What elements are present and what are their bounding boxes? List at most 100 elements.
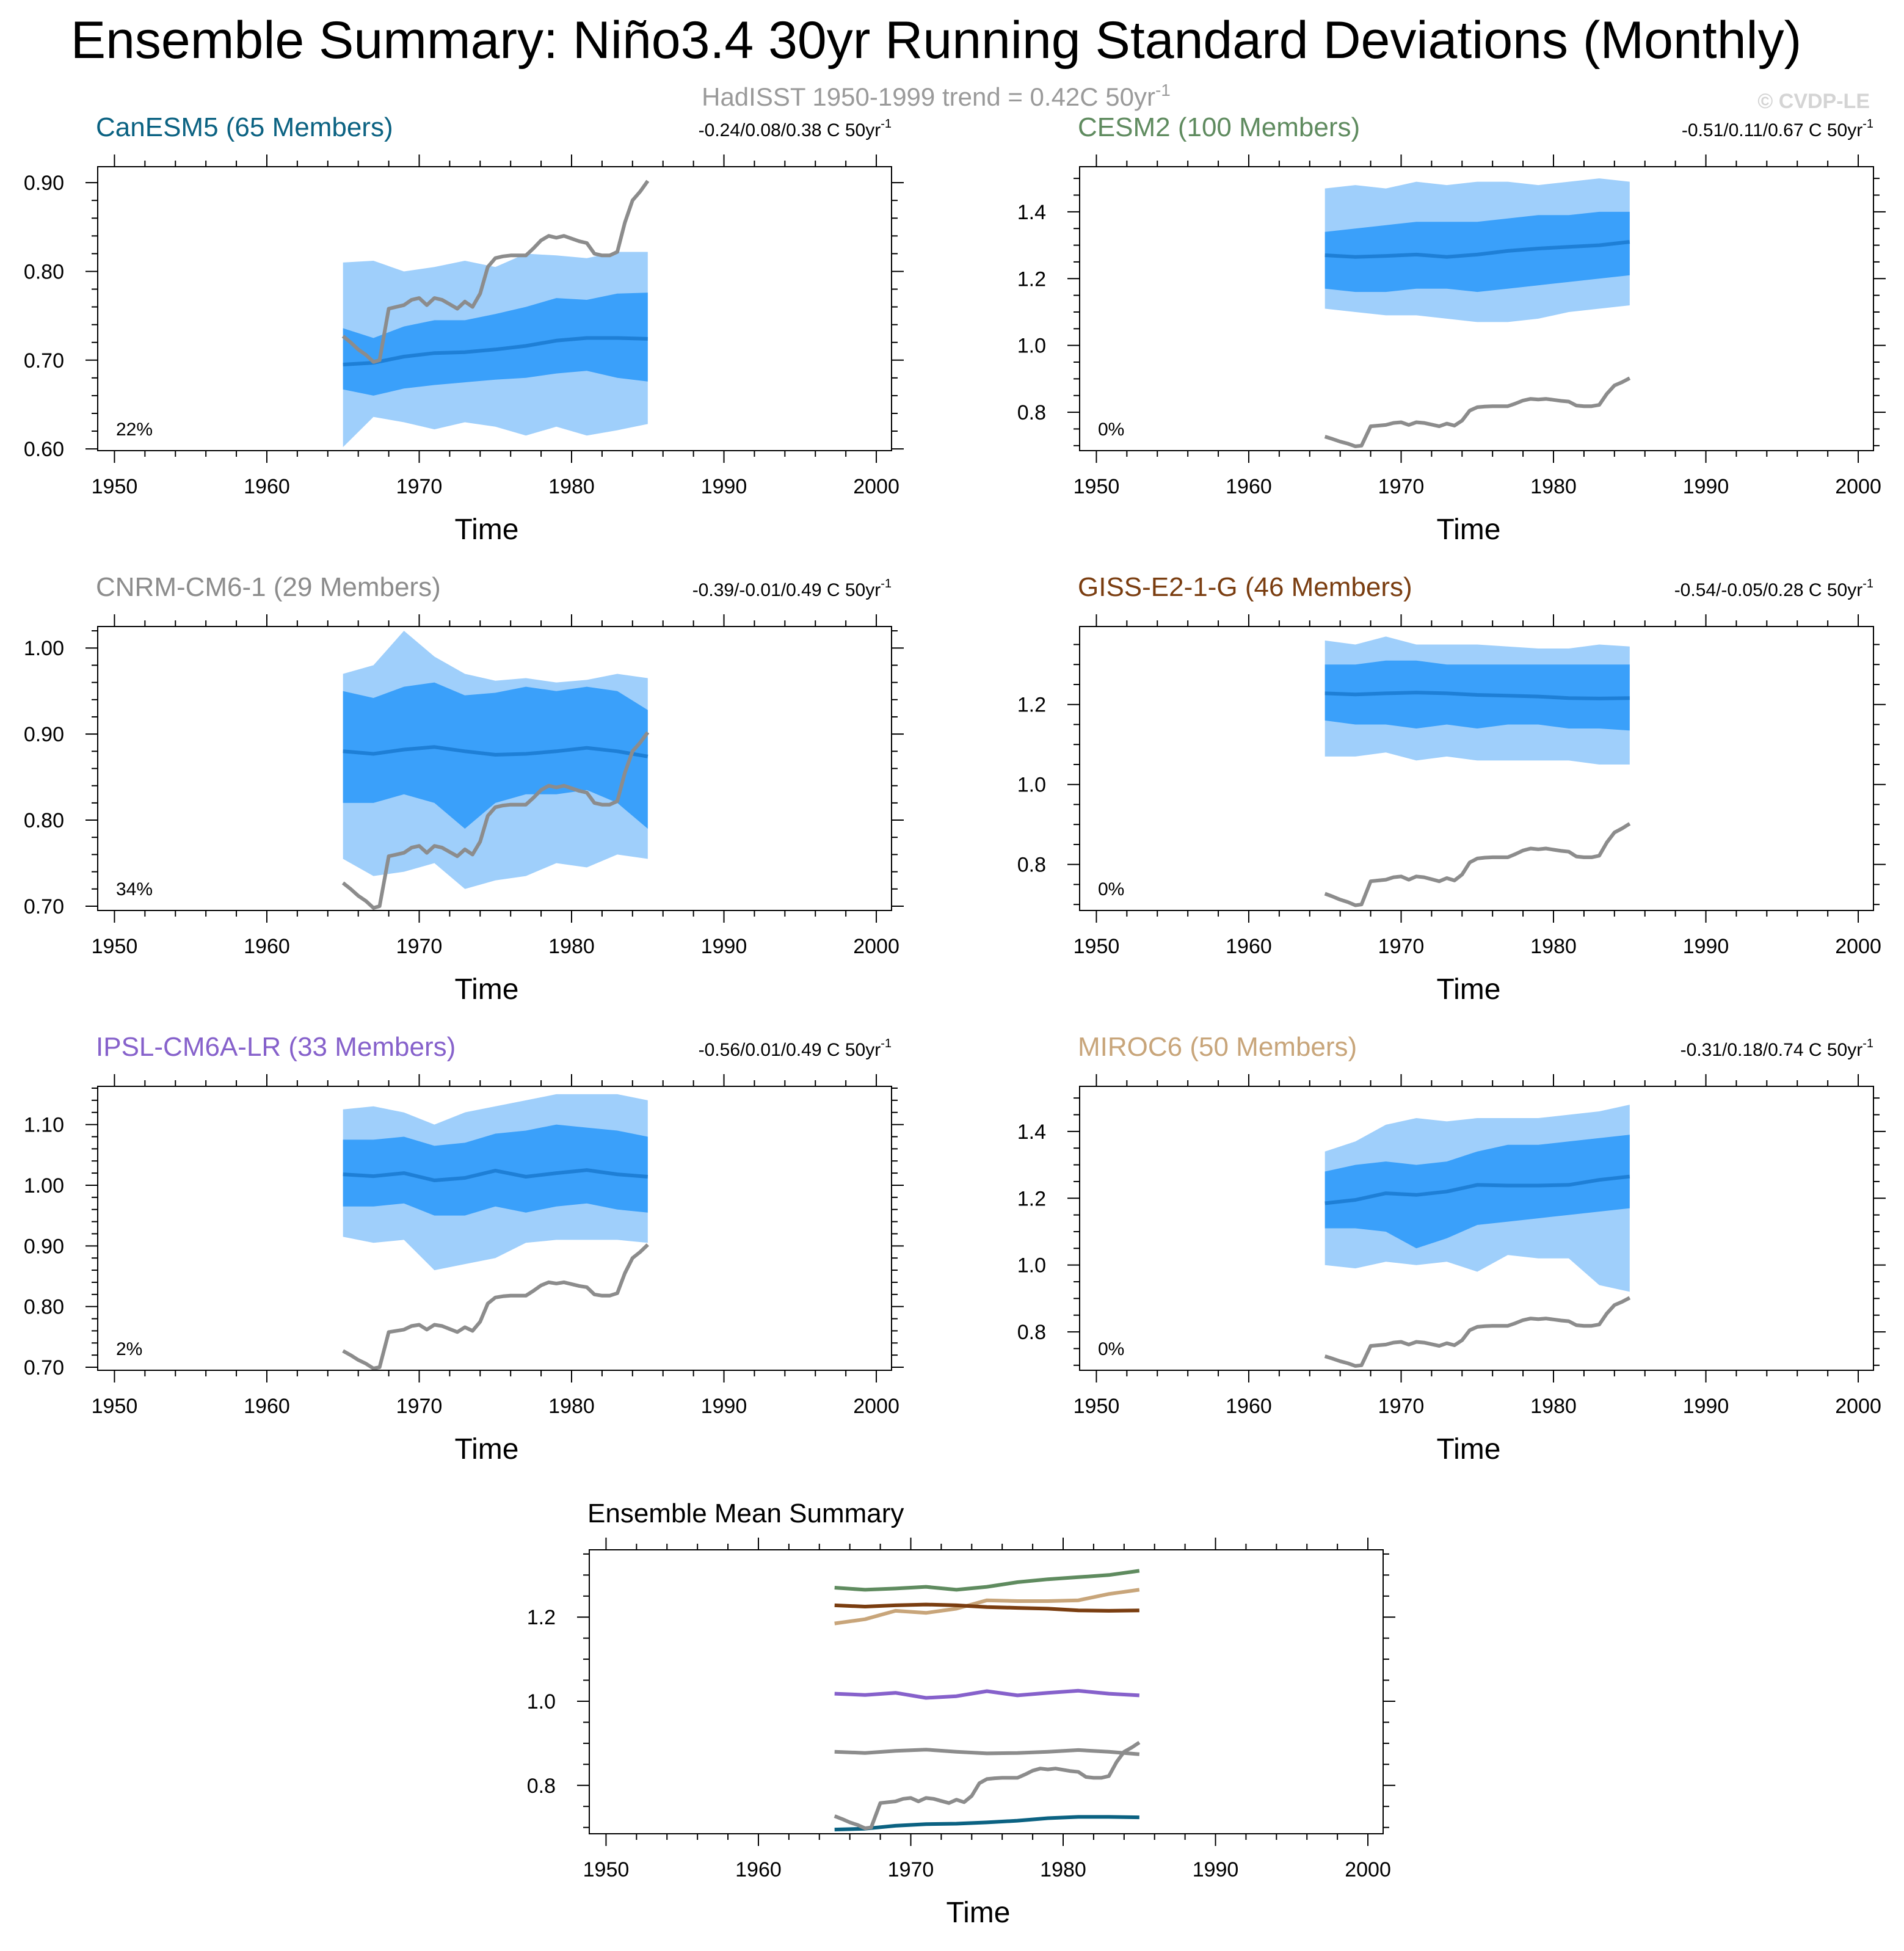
plot-frame	[1079, 1086, 1874, 1371]
x-axis-title: Time	[455, 973, 519, 1006]
panel-title: CNRM-CM6-1 (29 Members)	[96, 572, 441, 602]
ensemble-mean-line	[1324, 1174, 1630, 1205]
figure-subtitle: HadISST 1950-1999 trend = 0.42C 50yr-1	[702, 81, 1171, 111]
panel-1: 1950 1960 1970 1980 1990 2000 0.60 0.70 0.80 0.90…	[24, 112, 904, 546]
trend-text: -0.24/0.08/0.38 C 50yr	[699, 120, 881, 140]
ensemble-mean-line	[1324, 691, 1630, 700]
series-line-ipsl-cm6a-lr	[834, 1688, 1139, 1700]
trend-text: -0.39/-0.01/0.49 C 50yr	[692, 580, 881, 600]
y-tick-label: 1.4	[1017, 201, 1046, 224]
x-tick-label: 1950	[92, 935, 138, 958]
observations-line	[1324, 376, 1631, 448]
x-tick-label: 1960	[735, 1858, 782, 1881]
x-tick-label: 1960	[244, 935, 290, 958]
x-tick-label: 1960	[1226, 935, 1272, 958]
series-line-cesm2	[834, 1569, 1140, 1592]
x-tick-label: 1970	[888, 1858, 934, 1881]
plot-frame	[97, 1086, 892, 1371]
panels: 1950 1960 1970 1980 1990 2000 0.60 0.70 0.80 0.90…	[24, 112, 1886, 1929]
trend-text: -0.51/0.11/0.67 C 50yr	[1682, 120, 1862, 140]
y-tick-label: 1.10	[24, 1114, 64, 1137]
panel-5: 1950 1960 1970 1980 1990 2000 0.70 0.80 0.90 1.00…	[24, 1032, 904, 1466]
series-line-giss-e2-1-g	[834, 1602, 1139, 1613]
x-tick-label: 1970	[396, 1395, 443, 1418]
x-tick-label: 1990	[701, 935, 747, 958]
x-axis-title: Time	[1437, 973, 1501, 1006]
plot-data	[341, 631, 650, 910]
y-tick-label: 0.8	[1017, 401, 1046, 424]
panel-4: 1950 1960 1970 1980 1990 2000 0.8 1.0 1.2 Time GIS…	[1017, 572, 1886, 1006]
y-tick-label: 0.8	[527, 1775, 556, 1798]
trend-superscript: -1	[881, 1037, 892, 1050]
percent-label: 2%	[116, 1339, 142, 1359]
figure-title: Ensemble Summary: Niño3.4 30yr Running S…	[71, 11, 1802, 70]
x-tick-label: 1970	[1378, 475, 1425, 498]
plot-data	[834, 1569, 1141, 1832]
percent-label: 34%	[116, 879, 153, 899]
panel-6: 1950 1960 1970 1980 1990 2000 0.8 1.0 1.2 1.4 Time…	[1017, 1032, 1886, 1466]
trend-superscript: -1	[1862, 577, 1873, 590]
y-tick-label: 1.2	[527, 1606, 556, 1629]
panel-title: IPSL-CM6A-LR (33 Members)	[96, 1032, 456, 1062]
plot-frame	[1079, 166, 1874, 451]
observations-line	[341, 180, 650, 364]
x-tick-label: 1980	[548, 935, 595, 958]
x-tick-label: 1980	[1530, 935, 1577, 958]
plot-data	[341, 180, 650, 448]
x-tick-label: 1980	[548, 475, 595, 498]
x-tick-label: 1950	[92, 475, 138, 498]
x-tick-label: 2000	[1835, 935, 1881, 958]
observations-line	[341, 731, 650, 910]
trend-label: -0.54/-0.05/0.28 C 50yr-1	[1674, 577, 1873, 600]
y-tick-label: 0.90	[24, 172, 64, 195]
trend-label: -0.31/0.18/0.74 C 50yr-1	[1681, 1037, 1873, 1060]
panel-3: 1950 1960 1970 1980 1990 2000 0.70 0.80 0.90 1.00…	[24, 572, 904, 1006]
panel-title: MIROC6 (50 Members)	[1078, 1032, 1357, 1062]
y-tick-label: 1.00	[24, 637, 64, 660]
x-tick-label: 1960	[244, 1395, 290, 1418]
y-tick-label: 0.8	[1017, 1321, 1046, 1344]
percent-label: 0%	[1098, 420, 1124, 440]
y-tick-label: 1.2	[1017, 1187, 1046, 1210]
x-axis-title: Time	[1437, 1433, 1501, 1466]
x-tick-label: 1990	[701, 475, 747, 498]
observations-line	[342, 1243, 649, 1370]
x-tick-label: 2000	[853, 475, 899, 498]
y-tick-label: 1.0	[1017, 774, 1046, 797]
x-tick-label: 1950	[1074, 935, 1120, 958]
plot-frame	[589, 1549, 1384, 1834]
ensemble-10-90-band	[343, 292, 648, 396]
x-tick-label: 1960	[1226, 475, 1272, 498]
y-tick-label: 0.80	[24, 260, 64, 283]
x-tick-label: 2000	[853, 935, 899, 958]
x-axis-title: Time	[455, 1433, 519, 1466]
trend-label: -0.39/-0.01/0.49 C 50yr-1	[692, 577, 892, 600]
x-tick-label: 2000	[1835, 1395, 1881, 1418]
x-tick-label: 1990	[1683, 475, 1729, 498]
x-tick-label: 1950	[1074, 1395, 1120, 1418]
x-tick-label: 1950	[92, 1395, 138, 1418]
subtitle-text: HadISST 1950-1999 trend = 0.42C 50yr	[702, 82, 1155, 111]
y-tick-label: 1.0	[527, 1690, 556, 1713]
watermark: © CVDP-LE	[1757, 90, 1870, 113]
trend-superscript: -1	[1862, 1037, 1873, 1050]
x-tick-label: 2000	[1345, 1858, 1391, 1881]
trend-superscript: -1	[1862, 117, 1873, 131]
x-tick-label: 1980	[1040, 1858, 1086, 1881]
plot-data	[1324, 178, 1631, 448]
y-tick-label: 1.00	[24, 1174, 64, 1197]
ensemble-mean-line	[343, 745, 649, 758]
x-tick-label: 1990	[1683, 1395, 1729, 1418]
panel-title: CESM2 (100 Members)	[1078, 112, 1360, 142]
x-tick-label: 1980	[548, 1395, 595, 1418]
x-tick-label: 1970	[396, 475, 443, 498]
y-tick-label: 0.80	[24, 1296, 64, 1319]
x-tick-label: 1960	[244, 475, 290, 498]
x-tick-label: 2000	[1835, 475, 1881, 498]
series-line-cnrm-cm6-1	[834, 1748, 1140, 1756]
panel-title: CanESM5 (65 Members)	[96, 112, 393, 142]
y-tick-label: 0.90	[24, 1235, 64, 1258]
series-line-miroc6	[834, 1588, 1140, 1626]
trend-label: -0.56/0.01/0.49 C 50yr-1	[699, 1037, 892, 1060]
